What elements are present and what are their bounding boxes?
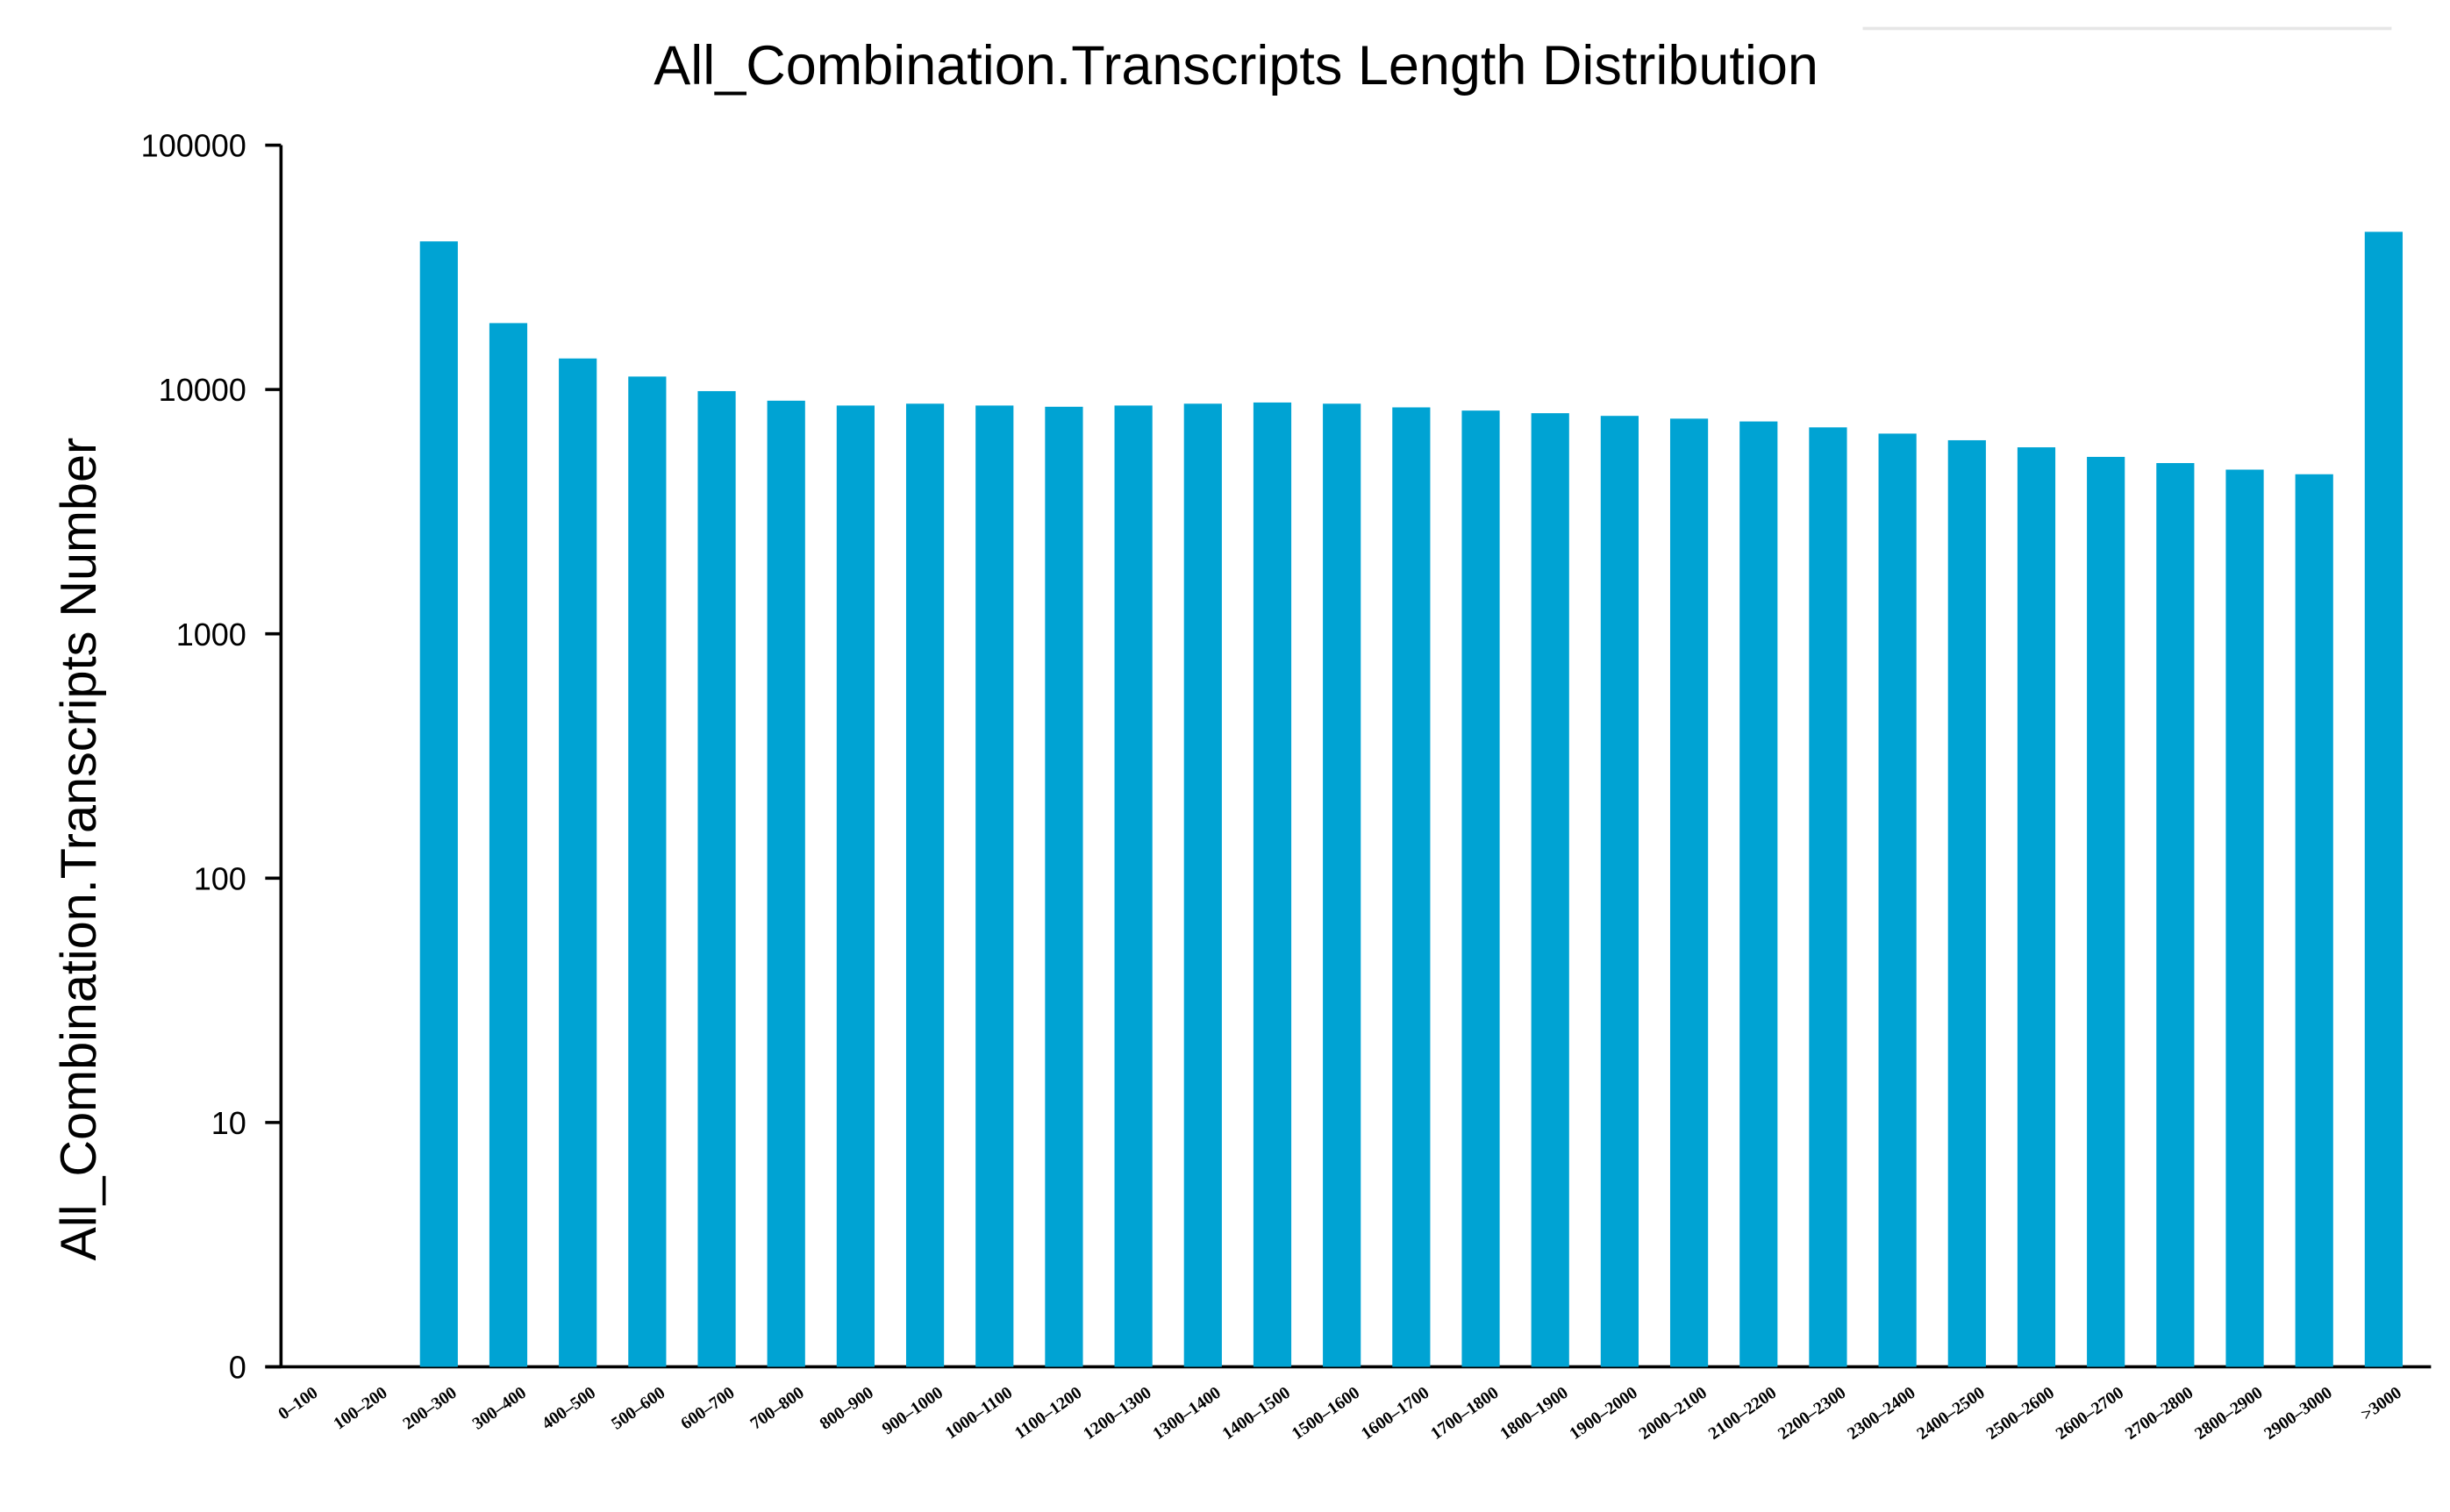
- x-tick-label: 1100–1200: [1011, 1383, 1086, 1444]
- bar: [1114, 405, 1153, 1367]
- bar: [975, 405, 1014, 1367]
- bar: [2225, 469, 2264, 1367]
- bar: [836, 405, 875, 1367]
- x-tick-label: 300–400: [469, 1383, 530, 1434]
- bar: [419, 241, 458, 1367]
- bar: [489, 323, 528, 1367]
- bar: [1947, 439, 1986, 1367]
- x-tick-label: 2400–2500: [1913, 1383, 1989, 1444]
- x-tick-label: 1900–2000: [1566, 1383, 1641, 1444]
- x-tick-label: >3000: [2358, 1383, 2405, 1424]
- x-tick-label: 500–600: [608, 1383, 668, 1434]
- y-tick-label: 1000: [176, 617, 246, 653]
- x-tick-label: 1400–1500: [1218, 1383, 1294, 1444]
- bar: [1045, 406, 1083, 1367]
- x-tick-label: 400–500: [539, 1383, 599, 1434]
- y-axis-label: All_Combination.Transcripts Number: [51, 438, 107, 1261]
- x-tick-label: 1600–1700: [1358, 1383, 1433, 1444]
- y-tick-label: 10: [211, 1105, 246, 1141]
- bar: [1461, 410, 1500, 1367]
- bar: [767, 400, 805, 1367]
- bar: [2017, 447, 2056, 1367]
- x-tick-label: 2600–2700: [2053, 1383, 2128, 1444]
- y-tick-label: 100: [194, 860, 246, 896]
- x-tick-label: 700–800: [746, 1383, 807, 1434]
- bar: [697, 390, 736, 1367]
- bar: [1392, 407, 1431, 1367]
- x-tick-label: 1300–1400: [1149, 1383, 1225, 1444]
- x-tick-label: 800–900: [817, 1383, 877, 1434]
- chart-title: All_Combination.Transcripts Length Distr…: [654, 35, 1818, 96]
- bar: [2364, 232, 2403, 1367]
- bar: [559, 358, 597, 1367]
- bar: [1809, 427, 1847, 1367]
- x-tick-label: 1800–1900: [1496, 1383, 1572, 1444]
- bar: [1739, 421, 1778, 1367]
- bar: [628, 376, 667, 1367]
- y-tick-label: 100000: [141, 128, 246, 164]
- bar: [2295, 474, 2333, 1367]
- x-tick-label: 1000–1100: [942, 1383, 1017, 1444]
- x-tick-label: 2200–2300: [1775, 1383, 1850, 1444]
- x-tick-label: 2800–2900: [2191, 1383, 2267, 1444]
- x-tick-label: 100–200: [330, 1383, 390, 1434]
- x-tick-label: 2900–3000: [2261, 1383, 2336, 1444]
- bar: [1323, 403, 1361, 1367]
- x-tick-label: 1500–1600: [1289, 1383, 1364, 1444]
- x-tick-label: 600–700: [677, 1383, 738, 1434]
- x-tick-label: 2100–2200: [1705, 1383, 1781, 1444]
- bar: [1183, 403, 1222, 1367]
- bar: [1600, 416, 1639, 1367]
- bar: [1531, 413, 1569, 1367]
- x-tick-label: 0–100: [275, 1383, 321, 1423]
- x-tick-label: 1700–1800: [1427, 1383, 1503, 1444]
- bar: [2156, 462, 2195, 1367]
- y-tick-label: 0: [229, 1350, 246, 1386]
- bar: [1878, 433, 1917, 1367]
- x-tick-label: 2700–2800: [2122, 1383, 2197, 1444]
- bar: [2087, 456, 2125, 1367]
- x-tick-label: 1200–1300: [1080, 1383, 1155, 1444]
- x-tick-label: 2000–2100: [1636, 1383, 1711, 1444]
- y-tick-label: 10000: [159, 372, 246, 408]
- x-tick-label: 2300–2400: [1844, 1383, 1919, 1444]
- bar: [1253, 402, 1292, 1367]
- x-tick-label: 2500–2600: [1982, 1383, 2058, 1444]
- bar: [905, 403, 945, 1367]
- x-tick-label: 900–1000: [879, 1383, 947, 1438]
- x-tick-label: 200–300: [399, 1383, 460, 1434]
- bar: [1669, 418, 1709, 1367]
